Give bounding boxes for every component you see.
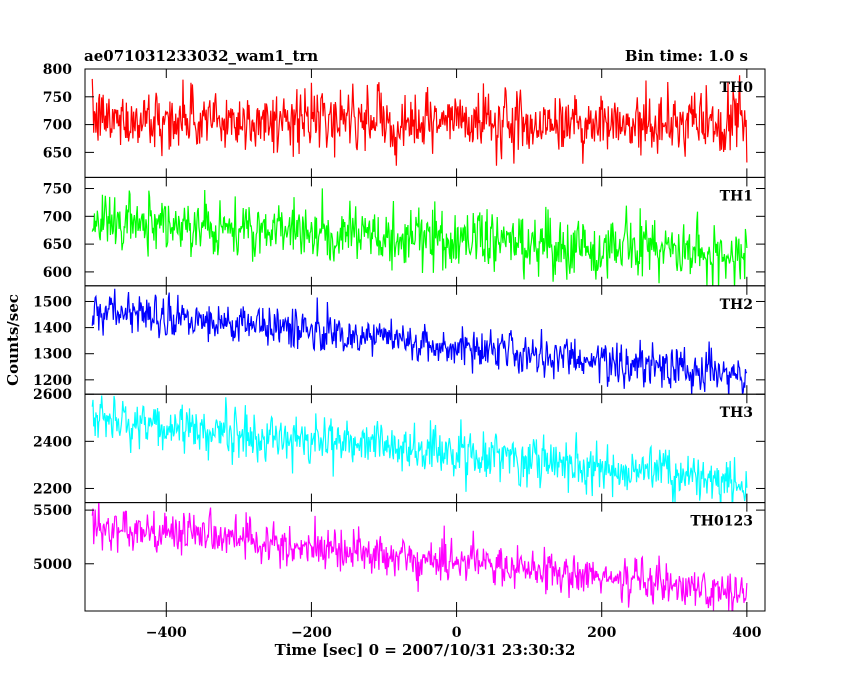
y-tick-label: 2400 — [33, 434, 72, 450]
series-line-th1 — [91, 188, 748, 286]
y-tick-label: 700 — [43, 209, 72, 225]
chart-title: ae071031233032_wam1_trn — [84, 47, 318, 65]
y-axis-label: Counts/sec — [4, 294, 22, 386]
y-tick-label: 750 — [43, 182, 72, 198]
panel-label-th3: TH3 — [720, 405, 753, 421]
series-line-th3 — [91, 395, 748, 503]
series-line-th0123 — [91, 502, 748, 612]
x-tick-label: 200 — [587, 625, 616, 641]
y-tick-label: 2200 — [33, 481, 72, 497]
y-tick-label: 650 — [43, 145, 72, 161]
panel-th0: 650 700 750 800 TH0 — [43, 62, 766, 178]
panel-th2: 1200 1300 1400 1500 TH2 — [33, 285, 766, 395]
y-tick-label: 1200 — [33, 373, 72, 389]
panel-label-th2: TH2 — [720, 297, 753, 313]
panel-label-th0: TH0 — [720, 80, 754, 96]
panel-label-th1: TH1 — [720, 188, 753, 204]
panel-th3: 2200 2400 2600 TH3 — [33, 387, 766, 504]
y-tick-label: 1300 — [33, 347, 72, 363]
x-axis: −400 −200 0 200 400 — [146, 611, 762, 641]
x-tick-label: 0 — [452, 625, 462, 641]
y-tick-label: 600 — [43, 265, 72, 281]
y-tick-label: 750 — [43, 90, 72, 106]
panel-frame — [84, 502, 766, 612]
y-tick-label: 2600 — [33, 387, 72, 403]
series-line-th2 — [91, 288, 748, 395]
x-axis-label: Time [sec] 0 = 2007/10/31 23:30:32 — [275, 641, 576, 659]
y-tick-label: 5000 — [33, 557, 72, 573]
y-tick-label: 1500 — [33, 294, 72, 310]
x-tick-label: −400 — [146, 625, 187, 641]
panels-group: 650 700 750 800 TH0 600 650 700 750 TH1 1200 1300 14… — [33, 62, 766, 612]
panel-frame — [84, 393, 766, 504]
y-tick-label: 1400 — [33, 321, 72, 337]
panel-label-th0123: TH0123 — [690, 514, 753, 530]
y-tick-label: 650 — [43, 237, 72, 253]
panel-th0123: 5000 5500 TH0123 — [33, 502, 766, 612]
series-line-th0 — [91, 75, 748, 166]
x-tick-label: −200 — [291, 625, 332, 641]
panel-th1: 600 650 700 750 TH1 — [43, 176, 766, 287]
x-tick-label: 400 — [732, 625, 761, 641]
bin-time-label: Bin time: 1.0 s — [625, 47, 748, 65]
y-tick-label: 5500 — [33, 503, 72, 519]
panel-frame — [84, 285, 766, 395]
y-tick-label: 800 — [43, 62, 72, 78]
y-tick-label: 700 — [43, 118, 72, 134]
